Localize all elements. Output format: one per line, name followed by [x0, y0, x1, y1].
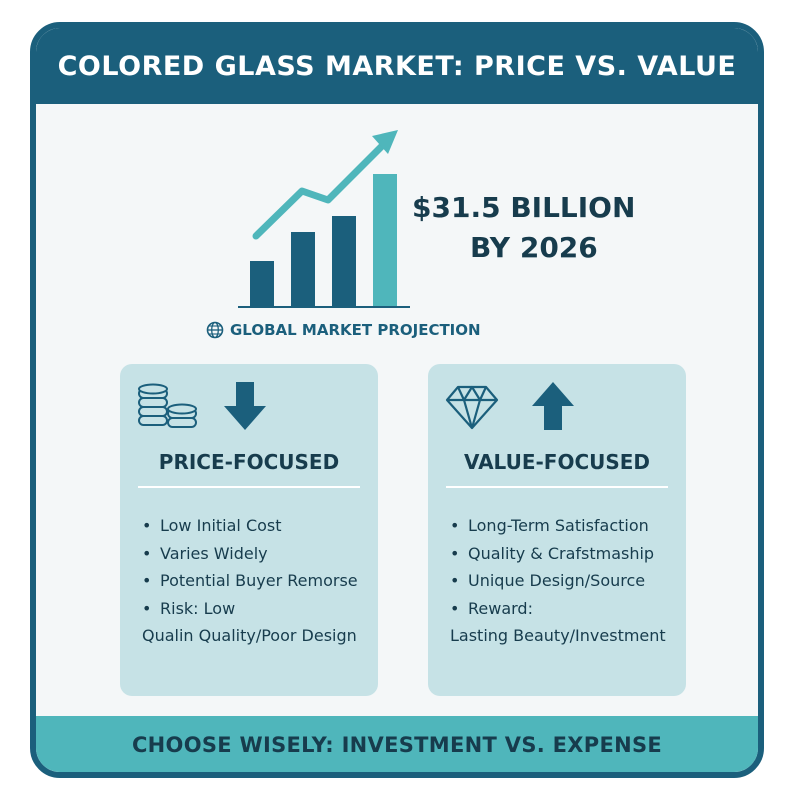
- headline-year: BY 2026: [470, 231, 598, 264]
- list-item: Quality & Crafstmaship: [450, 540, 666, 568]
- trend-arrowhead-icon: [372, 130, 398, 154]
- price-focused-list: Low Initial Cost Varies Widely Potential…: [142, 512, 358, 650]
- price-panel-divider: [138, 486, 360, 488]
- list-item: Potential Buyer Remorse: [142, 567, 358, 595]
- headline-amount: $31.5 BILLION: [412, 191, 636, 224]
- trend-line: [252, 138, 390, 240]
- value-focused-panel: VALUE-FOCUSED Long-Term Satisfaction Qua…: [428, 364, 686, 696]
- chart-bar-1: [250, 261, 274, 307]
- chart-bar-2: [291, 232, 315, 307]
- market-value-headline: $31.5 BILLION BY 2026: [412, 188, 642, 268]
- list-item: Reward:Lasting Beauty/Investment: [450, 595, 666, 650]
- value-focused-list: Long-Term Satisfaction Quality & Crafstm…: [450, 512, 666, 650]
- globe-icon: [206, 321, 224, 339]
- list-item: Long-Term Satisfaction: [450, 512, 666, 540]
- value-panel-divider: [446, 486, 668, 488]
- arrow-up-icon: [532, 382, 574, 430]
- projection-label: GLOBAL MARKET PROJECTION: [230, 321, 481, 339]
- list-item: Unique Design/Source: [450, 567, 666, 595]
- coins-icon: [138, 383, 197, 428]
- page-title: COLORED GLASS MARKET: PRICE VS. VALUE: [36, 28, 758, 104]
- diamond-icon: [445, 385, 499, 430]
- projection-label-row: GLOBAL MARKET PROJECTION: [206, 319, 481, 341]
- list-item: Low Initial Cost: [142, 512, 358, 540]
- chart-bar-4: [373, 174, 397, 307]
- value-focused-title: VALUE-FOCUSED: [463, 450, 651, 474]
- chart-bar-3: [332, 216, 356, 307]
- price-focused-title: PRICE-FOCUSED: [158, 450, 340, 474]
- arrow-down-icon: [224, 382, 266, 430]
- growth-chart-icon: [238, 130, 410, 308]
- list-item: Varies Widely: [142, 540, 358, 568]
- footer-banner: CHOOSE WISELY: INVESTMENT VS. EXPENSE: [36, 716, 758, 772]
- infographic-frame: COLORED GLASS MARKET: PRICE VS. VALUE $3…: [30, 22, 764, 778]
- price-focused-panel: PRICE-FOCUSED Low Initial Cost Varies Wi…: [120, 364, 378, 696]
